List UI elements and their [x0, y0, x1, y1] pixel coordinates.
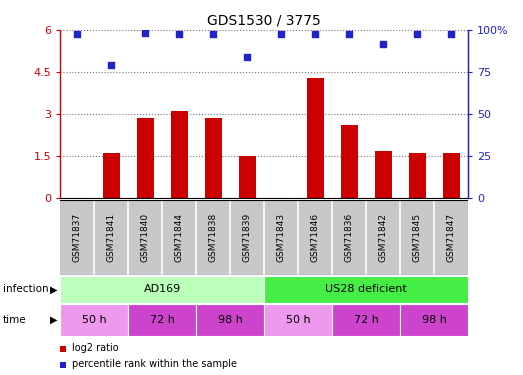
Text: GSM71846: GSM71846 [311, 213, 320, 262]
Bar [137, 118, 154, 198]
Point [141, 30, 150, 36]
Point [107, 62, 116, 68]
Bar [340, 125, 358, 198]
Text: 72 h: 72 h [150, 315, 175, 325]
Bar [60, 276, 264, 303]
Text: AD169: AD169 [143, 285, 181, 294]
Point [243, 54, 252, 60]
Point [345, 31, 354, 37]
Text: ▶: ▶ [50, 315, 58, 325]
Text: log2 ratio: log2 ratio [72, 344, 118, 353]
Point [73, 31, 82, 37]
Text: 72 h: 72 h [354, 315, 379, 325]
Text: GSM71845: GSM71845 [413, 213, 422, 262]
Bar [170, 111, 188, 198]
Bar [238, 156, 256, 198]
Text: percentile rank within the sample: percentile rank within the sample [72, 359, 236, 369]
Text: GSM71847: GSM71847 [447, 213, 456, 262]
Bar [196, 304, 264, 336]
Text: GSM71842: GSM71842 [379, 213, 388, 262]
Point [209, 31, 218, 37]
Text: GSM71843: GSM71843 [277, 213, 286, 262]
Text: infection: infection [3, 285, 48, 294]
Bar [204, 118, 222, 198]
Point [379, 41, 388, 47]
Text: GSM71841: GSM71841 [107, 213, 116, 262]
Bar [306, 78, 324, 198]
Point [413, 31, 422, 37]
Bar [408, 153, 426, 198]
Bar [442, 153, 460, 198]
Bar [332, 304, 400, 336]
Point [447, 31, 456, 37]
Text: GSM71838: GSM71838 [209, 213, 218, 262]
Text: GSM71844: GSM71844 [175, 213, 184, 262]
Point [175, 31, 184, 37]
Text: 98 h: 98 h [218, 315, 243, 325]
Point [311, 31, 320, 37]
Text: 50 h: 50 h [82, 315, 107, 325]
Bar [264, 304, 332, 336]
Text: GSM71836: GSM71836 [345, 213, 354, 262]
Bar [374, 151, 392, 198]
Text: 50 h: 50 h [286, 315, 311, 325]
Text: US28 deficient: US28 deficient [325, 285, 407, 294]
Text: GSM71837: GSM71837 [73, 213, 82, 262]
Text: ▶: ▶ [50, 285, 58, 294]
Text: time: time [3, 315, 26, 325]
Text: 98 h: 98 h [422, 315, 447, 325]
Text: GSM71839: GSM71839 [243, 213, 252, 262]
Bar [400, 304, 468, 336]
Point [277, 31, 286, 37]
Bar [103, 153, 120, 198]
Text: GDS1530 / 3775: GDS1530 / 3775 [207, 13, 321, 27]
Bar [60, 304, 128, 336]
Bar [128, 304, 196, 336]
Text: GSM71840: GSM71840 [141, 213, 150, 262]
Bar [264, 276, 468, 303]
